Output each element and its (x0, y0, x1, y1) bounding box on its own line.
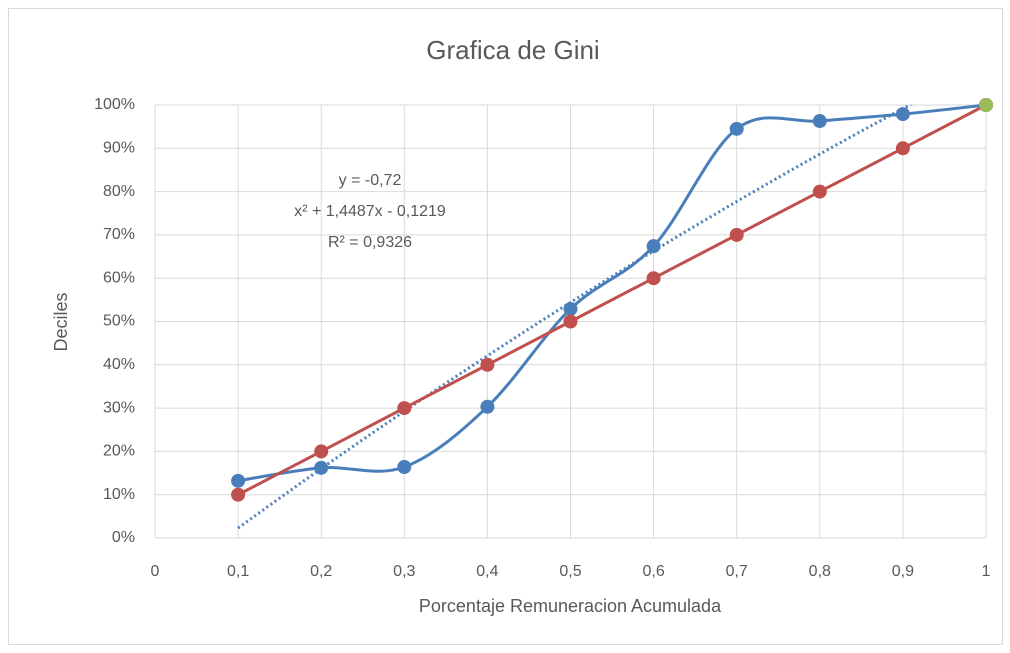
data-point (314, 460, 329, 475)
y-tick-label: 60% (103, 269, 135, 286)
data-point (979, 98, 993, 112)
x-tick-label: 0,7 (726, 563, 748, 580)
x-tick-label: 0,3 (393, 563, 415, 580)
data-point (646, 271, 661, 286)
data-point (812, 184, 827, 199)
x-tick-label: 0,8 (809, 563, 831, 580)
x-tick-label: 0,6 (642, 563, 664, 580)
x-tick-label: 1 (982, 563, 991, 580)
data-point (231, 473, 246, 488)
data-point (729, 121, 744, 136)
trendline-equation: R² = 0,9326 (328, 234, 412, 251)
y-tick-label: 90% (103, 140, 135, 157)
data-point (480, 399, 495, 414)
series-line (237, 103, 987, 497)
x-tick-label: 0,2 (310, 563, 332, 580)
x-axis-label: Porcentaje Remuneracion Acumulada (419, 596, 722, 616)
trendline-equation: y = -0,72 (339, 172, 402, 189)
data-point (729, 227, 744, 242)
y-tick-label: 80% (103, 183, 135, 200)
y-tick-label: 70% (103, 226, 135, 243)
data-point (314, 444, 329, 459)
x-tick-label: 0 (151, 563, 160, 580)
y-axis-label: Deciles (51, 292, 71, 351)
data-point (397, 401, 412, 416)
y-tick-label: 0% (112, 529, 135, 546)
y-tick-label: 10% (103, 486, 135, 503)
x-tick-label: 0,1 (227, 563, 249, 580)
trendline-equation: x² + 1,4487x - 0,1219 (294, 203, 446, 220)
data-point (563, 301, 578, 316)
data-point (812, 114, 827, 129)
y-tick-label: 30% (103, 399, 135, 416)
data-point (895, 141, 910, 156)
data-point (231, 487, 246, 502)
trendline (237, 105, 913, 530)
y-tick-label: 40% (103, 356, 135, 373)
data-point (563, 314, 578, 329)
x-tick-label: 0,5 (559, 563, 581, 580)
data-point (397, 459, 412, 474)
chart-title: Grafica de Gini (426, 35, 599, 65)
series-line (237, 103, 987, 483)
chart-border (8, 8, 1003, 645)
y-tick-label: 20% (103, 443, 135, 460)
data-point (480, 357, 495, 372)
x-tick-label: 0,9 (892, 563, 914, 580)
x-tick-label: 0,4 (476, 563, 498, 580)
data-point (895, 107, 910, 122)
y-tick-label: 100% (94, 96, 135, 113)
y-tick-label: 50% (103, 313, 135, 330)
data-point (646, 239, 661, 254)
